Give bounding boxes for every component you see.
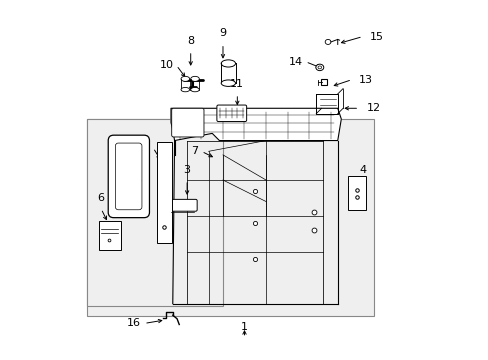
Text: 16: 16 (127, 319, 141, 328)
Ellipse shape (181, 76, 189, 81)
Text: 9: 9 (219, 28, 226, 39)
Ellipse shape (221, 60, 235, 67)
Bar (86, 119, 373, 316)
Text: 14: 14 (288, 57, 302, 67)
Polygon shape (171, 108, 341, 140)
Bar (99, 221, 121, 250)
Ellipse shape (221, 80, 235, 86)
Text: 6: 6 (98, 193, 104, 203)
Ellipse shape (325, 40, 330, 44)
FancyBboxPatch shape (108, 135, 149, 218)
Text: 7: 7 (191, 146, 198, 156)
Text: 11: 11 (230, 78, 244, 89)
Ellipse shape (190, 76, 199, 81)
FancyBboxPatch shape (171, 108, 203, 137)
FancyBboxPatch shape (168, 199, 197, 211)
Text: 12: 12 (366, 103, 380, 113)
Text: 5: 5 (143, 143, 150, 153)
FancyBboxPatch shape (217, 105, 246, 122)
Text: 4: 4 (359, 165, 366, 175)
Text: 2: 2 (158, 186, 165, 196)
Bar (348, 176, 366, 211)
Text: 3: 3 (183, 165, 190, 175)
FancyBboxPatch shape (115, 143, 142, 210)
Ellipse shape (315, 64, 323, 71)
Bar (156, 142, 171, 243)
Text: 8: 8 (187, 36, 194, 45)
Text: 1: 1 (241, 323, 247, 332)
Ellipse shape (181, 87, 189, 92)
Text: 13: 13 (359, 75, 372, 85)
Text: 15: 15 (369, 32, 383, 41)
Ellipse shape (190, 87, 199, 92)
Ellipse shape (317, 66, 321, 69)
Bar (86, 119, 223, 306)
Text: 10: 10 (159, 60, 173, 70)
